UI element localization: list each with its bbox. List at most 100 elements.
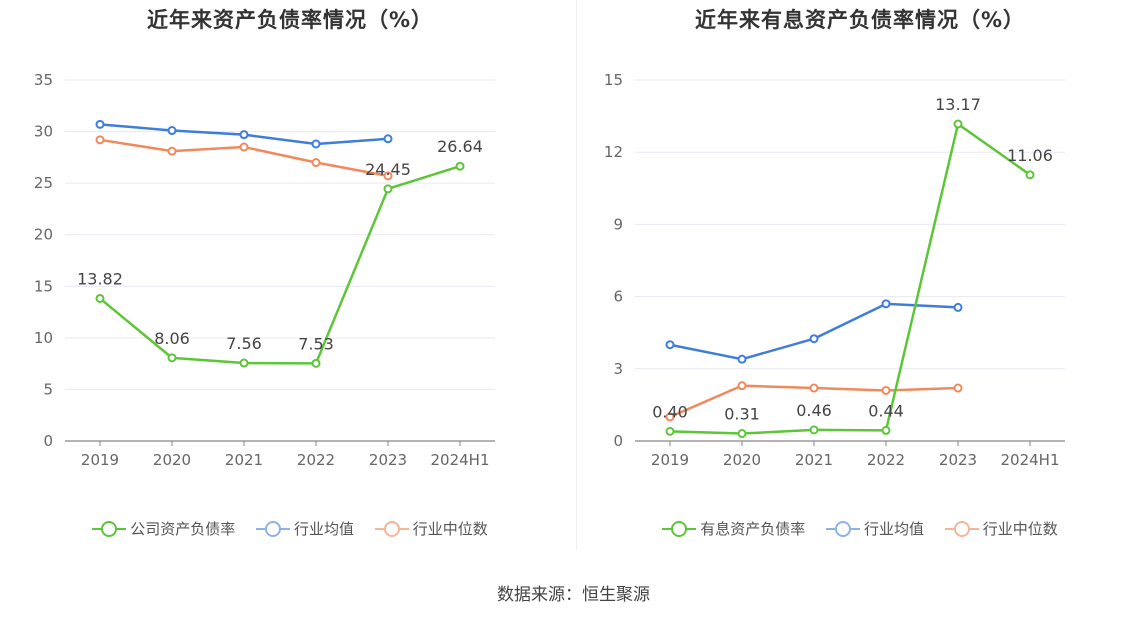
x-tick-label: 2022 — [297, 451, 335, 469]
data-point — [809, 383, 819, 393]
legend-label: 行业中位数 — [412, 520, 488, 538]
data-point — [953, 383, 963, 393]
data-point — [167, 353, 177, 363]
data-point — [881, 425, 891, 435]
x-tick-label: 2020 — [723, 451, 761, 469]
data-point — [737, 354, 747, 364]
data-point — [455, 161, 465, 171]
y-tick-label: 3 — [613, 360, 623, 378]
x-tick-label: 2019 — [81, 451, 119, 469]
data-point — [953, 119, 963, 129]
data-point — [737, 429, 747, 439]
data-point — [95, 135, 105, 145]
y-tick-label: 25 — [34, 174, 53, 192]
data-point — [383, 171, 393, 181]
data-point — [665, 426, 675, 436]
legend-label: 行业均值 — [293, 520, 354, 538]
data-point — [383, 134, 393, 144]
data-point — [737, 381, 747, 391]
grid-lines — [635, 79, 1065, 370]
legend-line-blue-icon — [825, 520, 860, 537]
legend-item-industry-mean[interactable]: 行业均值 — [825, 518, 924, 539]
x-tick-label: 2024H1 — [431, 451, 490, 469]
legend-line-orange-icon — [944, 520, 979, 537]
y-tick-label: 6 — [613, 288, 623, 306]
panel-divider — [576, 0, 577, 550]
data-point — [809, 425, 819, 435]
data-point — [311, 139, 321, 149]
data-point — [167, 126, 177, 136]
y-tick-label: 20 — [34, 226, 53, 244]
legend-item-industry-mean[interactable]: 行业均值 — [255, 518, 354, 539]
legend-right: 有息资产负债率 行业均值 行业中位数 — [580, 518, 1140, 539]
data-point — [665, 412, 675, 422]
legend-line-green-icon — [92, 520, 127, 537]
data-point — [665, 340, 675, 350]
series-line — [99, 165, 461, 365]
x-tick-label: 2020 — [153, 451, 191, 469]
data-point — [809, 334, 819, 344]
legend-label: 行业中位数 — [982, 520, 1058, 538]
x-tick-label: 2023 — [939, 451, 977, 469]
legend-line-green-icon — [662, 520, 697, 537]
x-tick-label: 2023 — [369, 451, 407, 469]
data-label: 0.44 — [868, 401, 904, 420]
chart-title-left: 近年来资产负债率情况（%） — [146, 8, 434, 32]
x-tick-label: 2021 — [795, 451, 833, 469]
data-point — [239, 130, 249, 140]
data-label: 8.06 — [154, 329, 190, 348]
data-label: 26.64 — [437, 137, 483, 156]
legend-item-industry-median[interactable]: 行业中位数 — [374, 518, 488, 539]
x-tick-label: 2019 — [651, 451, 689, 469]
y-tick-label: 15 — [604, 71, 623, 89]
y-tick-label: 12 — [604, 143, 623, 161]
data-label: 7.53 — [298, 334, 334, 353]
data-label: 24.45 — [365, 160, 411, 179]
grid-lines — [65, 79, 495, 390]
legend-label: 有息资产负债率 — [700, 520, 806, 538]
chart-title-right: 近年来有息资产负债率情况（%） — [694, 8, 1026, 32]
legend-item-industry-median[interactable]: 行业中位数 — [944, 518, 1058, 539]
data-point — [95, 293, 105, 303]
data-label: 0.31 — [724, 405, 760, 424]
right-chart-plot: 0 3 6 9 12 15 2019 2020 2021 2022 2023 2024H1 0.40 0.… — [604, 71, 1065, 469]
data-point — [953, 302, 963, 312]
data-point — [167, 146, 177, 156]
data-label: 0.40 — [652, 402, 688, 421]
legend-item-company-debt-ratio[interactable]: 公司资产负债率 — [92, 518, 235, 539]
legend-item-interest-debt-ratio[interactable]: 有息资产负债率 — [662, 518, 805, 539]
data-point — [239, 358, 249, 368]
data-label: 13.17 — [935, 95, 981, 114]
legend-line-orange-icon — [374, 520, 409, 537]
legend-label: 行业均值 — [863, 520, 924, 538]
y-tick-label: 0 — [43, 432, 53, 450]
data-source-note: 数据来源：恒生聚源 — [497, 585, 650, 605]
y-tick-label: 15 — [34, 277, 53, 295]
x-tick-label: 2021 — [225, 451, 263, 469]
legend-left: 公司资产负债率 行业均值 行业中位数 — [10, 518, 570, 539]
data-point — [95, 119, 105, 129]
legend-line-blue-icon — [255, 520, 290, 537]
y-tick-label: 35 — [34, 71, 53, 89]
data-point — [239, 142, 249, 152]
data-label: 11.06 — [1007, 146, 1053, 165]
left-chart-panel: 近年来资产负债率情况（%） 0 5 10 15 20 25 30 35 2019 2020 2021… — [10, 0, 570, 560]
data-point — [1025, 170, 1035, 180]
data-point — [881, 299, 891, 309]
legend-label: 公司资产负债率 — [130, 520, 236, 538]
y-tick-label: 9 — [613, 215, 623, 233]
right-chart-panel: 近年来有息资产负债率情况（%） 0 3 6 9 12 15 2019 2020 2021 2022… — [580, 0, 1140, 560]
data-point — [311, 358, 321, 368]
x-tick-label: 2024H1 — [1001, 451, 1060, 469]
y-tick-label: 10 — [34, 329, 53, 347]
y-tick-label: 0 — [613, 432, 623, 450]
data-label: 7.56 — [226, 334, 262, 353]
x-tick-label: 2022 — [867, 451, 905, 469]
data-point — [311, 158, 321, 168]
data-point — [881, 385, 891, 395]
data-label: 13.82 — [77, 269, 123, 288]
series-line — [669, 122, 1031, 435]
y-tick-label: 30 — [34, 123, 53, 141]
data-label: 0.46 — [796, 401, 832, 420]
y-tick-label: 5 — [43, 380, 53, 398]
